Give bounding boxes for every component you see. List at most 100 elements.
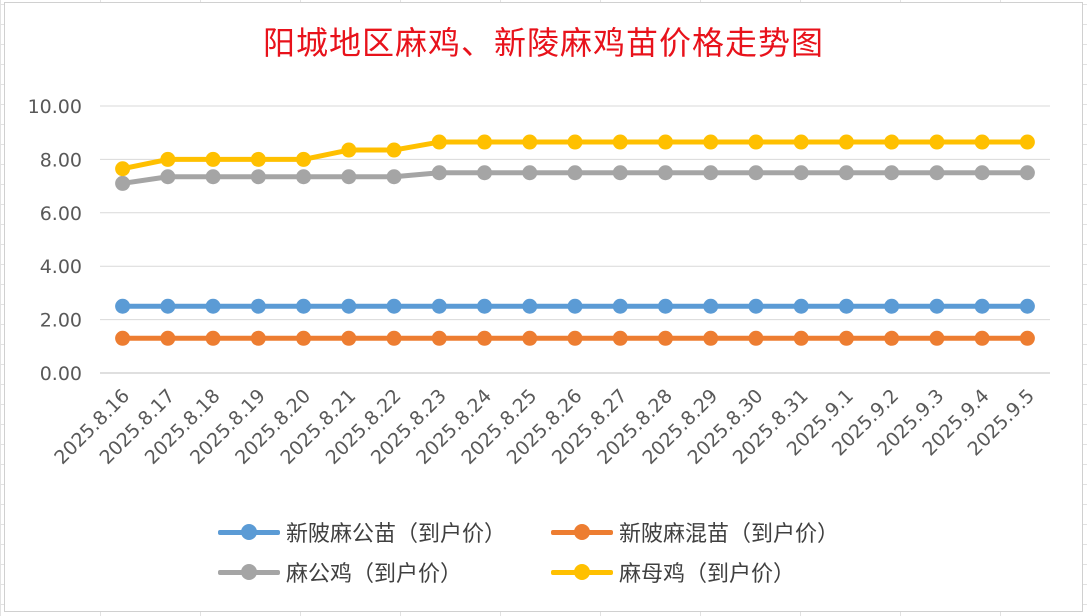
data-point-series-3 — [115, 175, 131, 191]
data-point-series-4 — [703, 134, 719, 150]
y-tick-label: 0.00 — [40, 363, 82, 385]
data-point-series-2 — [250, 330, 266, 346]
data-point-series-4 — [974, 134, 990, 150]
data-point-series-4 — [748, 134, 764, 150]
data-point-series-3 — [477, 165, 493, 181]
data-point-series-3 — [657, 165, 673, 181]
data-point-series-2 — [160, 330, 176, 346]
data-point-series-4 — [477, 134, 493, 150]
data-point-series-4 — [929, 134, 945, 150]
data-point-series-2 — [838, 330, 854, 346]
y-tick-label: 8.00 — [40, 149, 82, 171]
legend: 新陂麻公苗（到户价） 新陂麻混苗（到户价） 麻公鸡（到户价） 麻母鸡（到户价） — [218, 512, 918, 592]
y-tick-label: 4.00 — [40, 256, 82, 278]
data-point-series-2 — [748, 330, 764, 346]
y-tick-label: 10.00 — [28, 96, 82, 118]
data-point-series-4 — [296, 151, 312, 167]
data-point-series-2 — [612, 330, 628, 346]
data-point-series-1 — [431, 298, 447, 314]
legend-swatch-series-2 — [551, 522, 613, 542]
data-point-series-2 — [884, 330, 900, 346]
data-point-series-2 — [431, 330, 447, 346]
data-point-series-1 — [929, 298, 945, 314]
data-point-series-1 — [115, 298, 131, 314]
data-point-series-3 — [793, 165, 809, 181]
data-point-series-1 — [884, 298, 900, 314]
data-point-series-1 — [1019, 298, 1035, 314]
data-point-series-4 — [567, 134, 583, 150]
chart-title: 阳城地区麻鸡、新陵麻鸡苗价格走势图 — [262, 24, 824, 62]
data-point-series-2 — [567, 330, 583, 346]
data-point-series-4 — [386, 142, 402, 158]
data-point-series-2 — [974, 330, 990, 346]
data-point-series-3 — [341, 169, 357, 185]
data-point-series-4 — [884, 134, 900, 150]
data-point-series-4 — [160, 151, 176, 167]
data-point-series-1 — [657, 298, 673, 314]
data-point-series-3 — [250, 169, 266, 185]
data-point-series-1 — [522, 298, 538, 314]
data-point-series-3 — [205, 169, 221, 185]
y-tick-label: 6.00 — [40, 203, 82, 225]
data-point-series-3 — [703, 165, 719, 181]
data-point-series-2 — [477, 330, 493, 346]
data-point-series-4 — [838, 134, 854, 150]
data-point-series-1 — [296, 298, 312, 314]
data-point-series-2 — [793, 330, 809, 346]
data-point-series-3 — [929, 165, 945, 181]
data-point-series-2 — [522, 330, 538, 346]
data-point-series-4 — [431, 134, 447, 150]
data-point-series-1 — [341, 298, 357, 314]
legend-label-series-2: 新陂麻混苗（到户价） — [619, 522, 840, 547]
data-point-series-2 — [929, 330, 945, 346]
data-point-series-3 — [567, 165, 583, 181]
legend-label-series-3: 麻公鸡（到户价） — [286, 562, 463, 587]
legend-item-series-3: 麻公鸡（到户价） — [218, 556, 462, 588]
legend-label-series-1: 新陂麻公苗（到户价） — [286, 522, 507, 547]
y-tick-label: 2.00 — [40, 310, 82, 332]
data-point-series-1 — [205, 298, 221, 314]
legend-swatch-series-4 — [551, 562, 613, 582]
data-point-series-2 — [703, 330, 719, 346]
data-point-series-1 — [567, 298, 583, 314]
data-point-series-1 — [612, 298, 628, 314]
data-point-series-1 — [748, 298, 764, 314]
data-point-series-4 — [522, 134, 538, 150]
data-point-series-1 — [386, 298, 402, 314]
data-point-series-1 — [793, 298, 809, 314]
data-point-series-4 — [250, 151, 266, 167]
legend-item-series-2: 新陂麻混苗（到户价） — [551, 516, 839, 548]
data-point-series-3 — [974, 165, 990, 181]
data-point-series-4 — [612, 134, 628, 150]
data-point-series-4 — [793, 134, 809, 150]
data-point-series-1 — [477, 298, 493, 314]
data-point-series-2 — [115, 330, 131, 346]
data-point-series-3 — [1019, 165, 1035, 181]
data-point-series-3 — [522, 165, 538, 181]
data-point-series-3 — [160, 169, 176, 185]
data-point-series-3 — [296, 169, 312, 185]
data-point-series-2 — [296, 330, 312, 346]
data-point-series-4 — [341, 142, 357, 158]
data-point-series-4 — [657, 134, 673, 150]
data-point-series-1 — [703, 298, 719, 314]
data-point-series-3 — [386, 169, 402, 185]
data-point-series-3 — [748, 165, 764, 181]
data-point-series-3 — [431, 165, 447, 181]
data-point-series-2 — [657, 330, 673, 346]
data-point-series-3 — [838, 165, 854, 181]
data-point-series-3 — [884, 165, 900, 181]
data-point-series-1 — [250, 298, 266, 314]
data-point-series-2 — [205, 330, 221, 346]
data-point-series-2 — [386, 330, 402, 346]
legend-swatch-series-1 — [218, 522, 280, 542]
legend-item-series-1: 新陂麻公苗（到户价） — [218, 516, 506, 548]
data-point-series-3 — [612, 165, 628, 181]
data-point-series-1 — [838, 298, 854, 314]
data-point-series-1 — [974, 298, 990, 314]
data-point-series-2 — [341, 330, 357, 346]
data-point-series-1 — [160, 298, 176, 314]
data-point-series-4 — [115, 161, 131, 177]
legend-swatch-series-3 — [218, 562, 280, 582]
